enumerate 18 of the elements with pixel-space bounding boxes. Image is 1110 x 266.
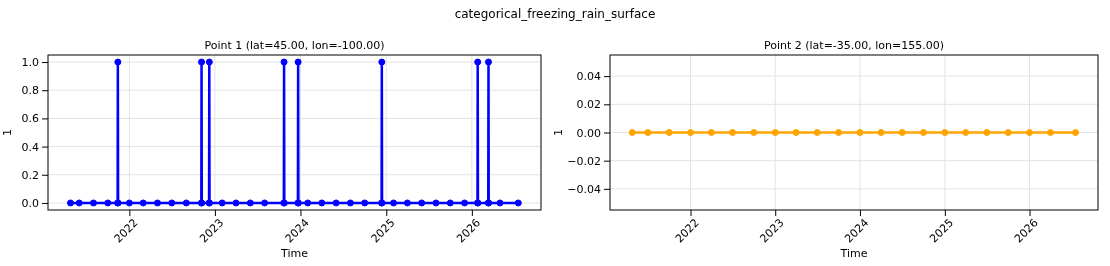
chart-title: Point 1 (lat=45.00, lon=-100.00) <box>204 39 385 52</box>
y-axis-title: 1 <box>552 129 565 136</box>
y-tick-label: 1.0 <box>21 56 39 70</box>
y-tick-label: 0.8 <box>21 84 39 98</box>
y-tick-label: −0.04 <box>567 182 601 196</box>
text: categorical_freezing_rain_surface <box>454 7 656 21</box>
y-tick-label: 0.00 <box>576 126 601 140</box>
y-tick-label: 0.0 <box>21 196 39 210</box>
x-axis-title: Time <box>839 247 868 260</box>
y-tick-label: 0.6 <box>21 112 39 126</box>
y-tick-label: −0.02 <box>567 154 601 168</box>
y-tick-label: 0.04 <box>576 70 601 84</box>
y-tick-label: 0.2 <box>21 168 39 182</box>
y-tick-label: 0.4 <box>21 140 39 154</box>
y-tick-label: 0.02 <box>576 98 601 112</box>
chart-title: Point 2 (lat=-35.00, lon=155.00) <box>763 39 945 52</box>
y-axis-title: 1 <box>1 129 14 136</box>
x-axis-title: Time <box>280 247 309 260</box>
